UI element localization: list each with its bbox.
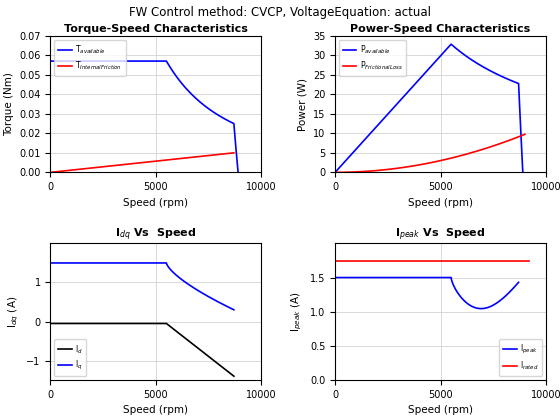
X-axis label: Speed (rpm): Speed (rpm) (123, 198, 188, 207)
X-axis label: Speed (rpm): Speed (rpm) (408, 405, 473, 415)
P$_{available}$ (332, 170, 338, 175)
I$_d$ (228, 372, 235, 377)
P$_{available}$ (383, 113, 390, 118)
Title: Torque-Speed Characteristics: Torque-Speed Characteristics (64, 24, 248, 34)
T$_{available}$ (99, 58, 105, 63)
I$_d$ (185, 338, 192, 343)
Line: I$_q$: I$_q$ (50, 263, 234, 310)
I$_{peak}$ (464, 301, 470, 306)
T$_{available}$ (105, 58, 111, 63)
P$_{FrictionalLoss}$ (521, 132, 528, 137)
P$_{available}$ (377, 120, 384, 125)
Y-axis label: I$_{peak}$ (A): I$_{peak}$ (A) (290, 291, 305, 332)
I$_q$ (228, 306, 235, 311)
Y-axis label: I$_{dq}$ (A): I$_{dq}$ (A) (7, 296, 21, 328)
I$_{peak}$ (456, 293, 463, 298)
P$_{FrictionalLoss}$ (448, 155, 455, 160)
I$_{peak}$ (457, 294, 464, 299)
I$_{peak}$ (478, 306, 484, 311)
Line: T$_{available}$: T$_{available}$ (50, 61, 238, 172)
Text: FW Control method: CVCP, VoltageEquation: actual: FW Control method: CVCP, VoltageEquation… (129, 6, 431, 19)
T$_{available}$ (202, 103, 208, 108)
T$_{available}$ (160, 58, 167, 63)
X-axis label: Speed (rpm): Speed (rpm) (123, 405, 188, 415)
Legend: I$_{peak}$, I$_{rated}$: I$_{peak}$, I$_{rated}$ (499, 339, 542, 376)
T$_{available}$ (47, 58, 54, 63)
P$_{available}$ (520, 170, 526, 175)
I$_q$ (231, 307, 237, 312)
I$_{peak}$ (470, 304, 477, 310)
T$_{available}$ (235, 170, 241, 175)
I$_q$ (172, 272, 179, 277)
P$_{FrictionalLoss}$ (332, 170, 338, 175)
P$_{FrictionalLoss}$ (444, 157, 451, 162)
I$_d$ (47, 321, 54, 326)
I$_q$ (171, 271, 178, 276)
I$_d$ (210, 358, 217, 363)
I$_q$ (179, 277, 185, 282)
X-axis label: Speed (rpm): Speed (rpm) (408, 198, 473, 207)
T$_{available}$ (153, 58, 160, 63)
Title: I$_{dq}$ Vs  Speed: I$_{dq}$ Vs Speed (115, 227, 197, 244)
I$_d$ (172, 328, 179, 333)
Y-axis label: Power (W): Power (W) (297, 78, 307, 131)
P$_{available}$ (438, 52, 445, 58)
P$_{FrictionalLoss}$ (333, 170, 339, 175)
I$_{peak}$ (515, 280, 522, 285)
I$_{peak}$ (513, 283, 520, 288)
P$_{available}$ (389, 106, 396, 111)
T$_{available}$ (92, 58, 99, 63)
Title: Power-Speed Characteristics: Power-Speed Characteristics (351, 24, 531, 34)
P$_{FrictionalLoss}$ (445, 156, 451, 161)
I$_q$ (210, 297, 217, 302)
Legend: T$_{available}$, T$_{InternalFriction}$: T$_{available}$, T$_{InternalFriction}$ (54, 39, 125, 76)
I$_{peak}$ (332, 275, 338, 280)
Line: P$_{available}$: P$_{available}$ (335, 44, 523, 172)
P$_{FrictionalLoss}$ (504, 139, 511, 144)
I$_q$ (47, 260, 54, 265)
I$_d$ (231, 374, 237, 379)
Title: I$_{peak}$ Vs  Speed: I$_{peak}$ Vs Speed (395, 227, 486, 244)
Legend: P$_{available}$, P$_{FrictionalLoss}$: P$_{available}$, P$_{FrictionalLoss}$ (339, 39, 407, 76)
I$_d$ (171, 328, 178, 333)
Line: I$_{peak}$: I$_{peak}$ (335, 278, 519, 309)
P$_{available}$ (448, 42, 455, 47)
I$_d$ (179, 333, 185, 339)
Line: P$_{FrictionalLoss}$: P$_{FrictionalLoss}$ (335, 134, 525, 172)
Y-axis label: Torque (Nm): Torque (Nm) (3, 72, 13, 136)
I$_q$ (185, 282, 192, 287)
P$_{available}$ (486, 68, 493, 73)
I$_{peak}$ (495, 299, 502, 304)
P$_{available}$ (445, 45, 451, 50)
P$_{FrictionalLoss}$ (492, 143, 498, 148)
Legend: I$_d$, I$_q$: I$_d$, I$_q$ (54, 339, 86, 376)
Line: I$_d$: I$_d$ (50, 323, 234, 376)
